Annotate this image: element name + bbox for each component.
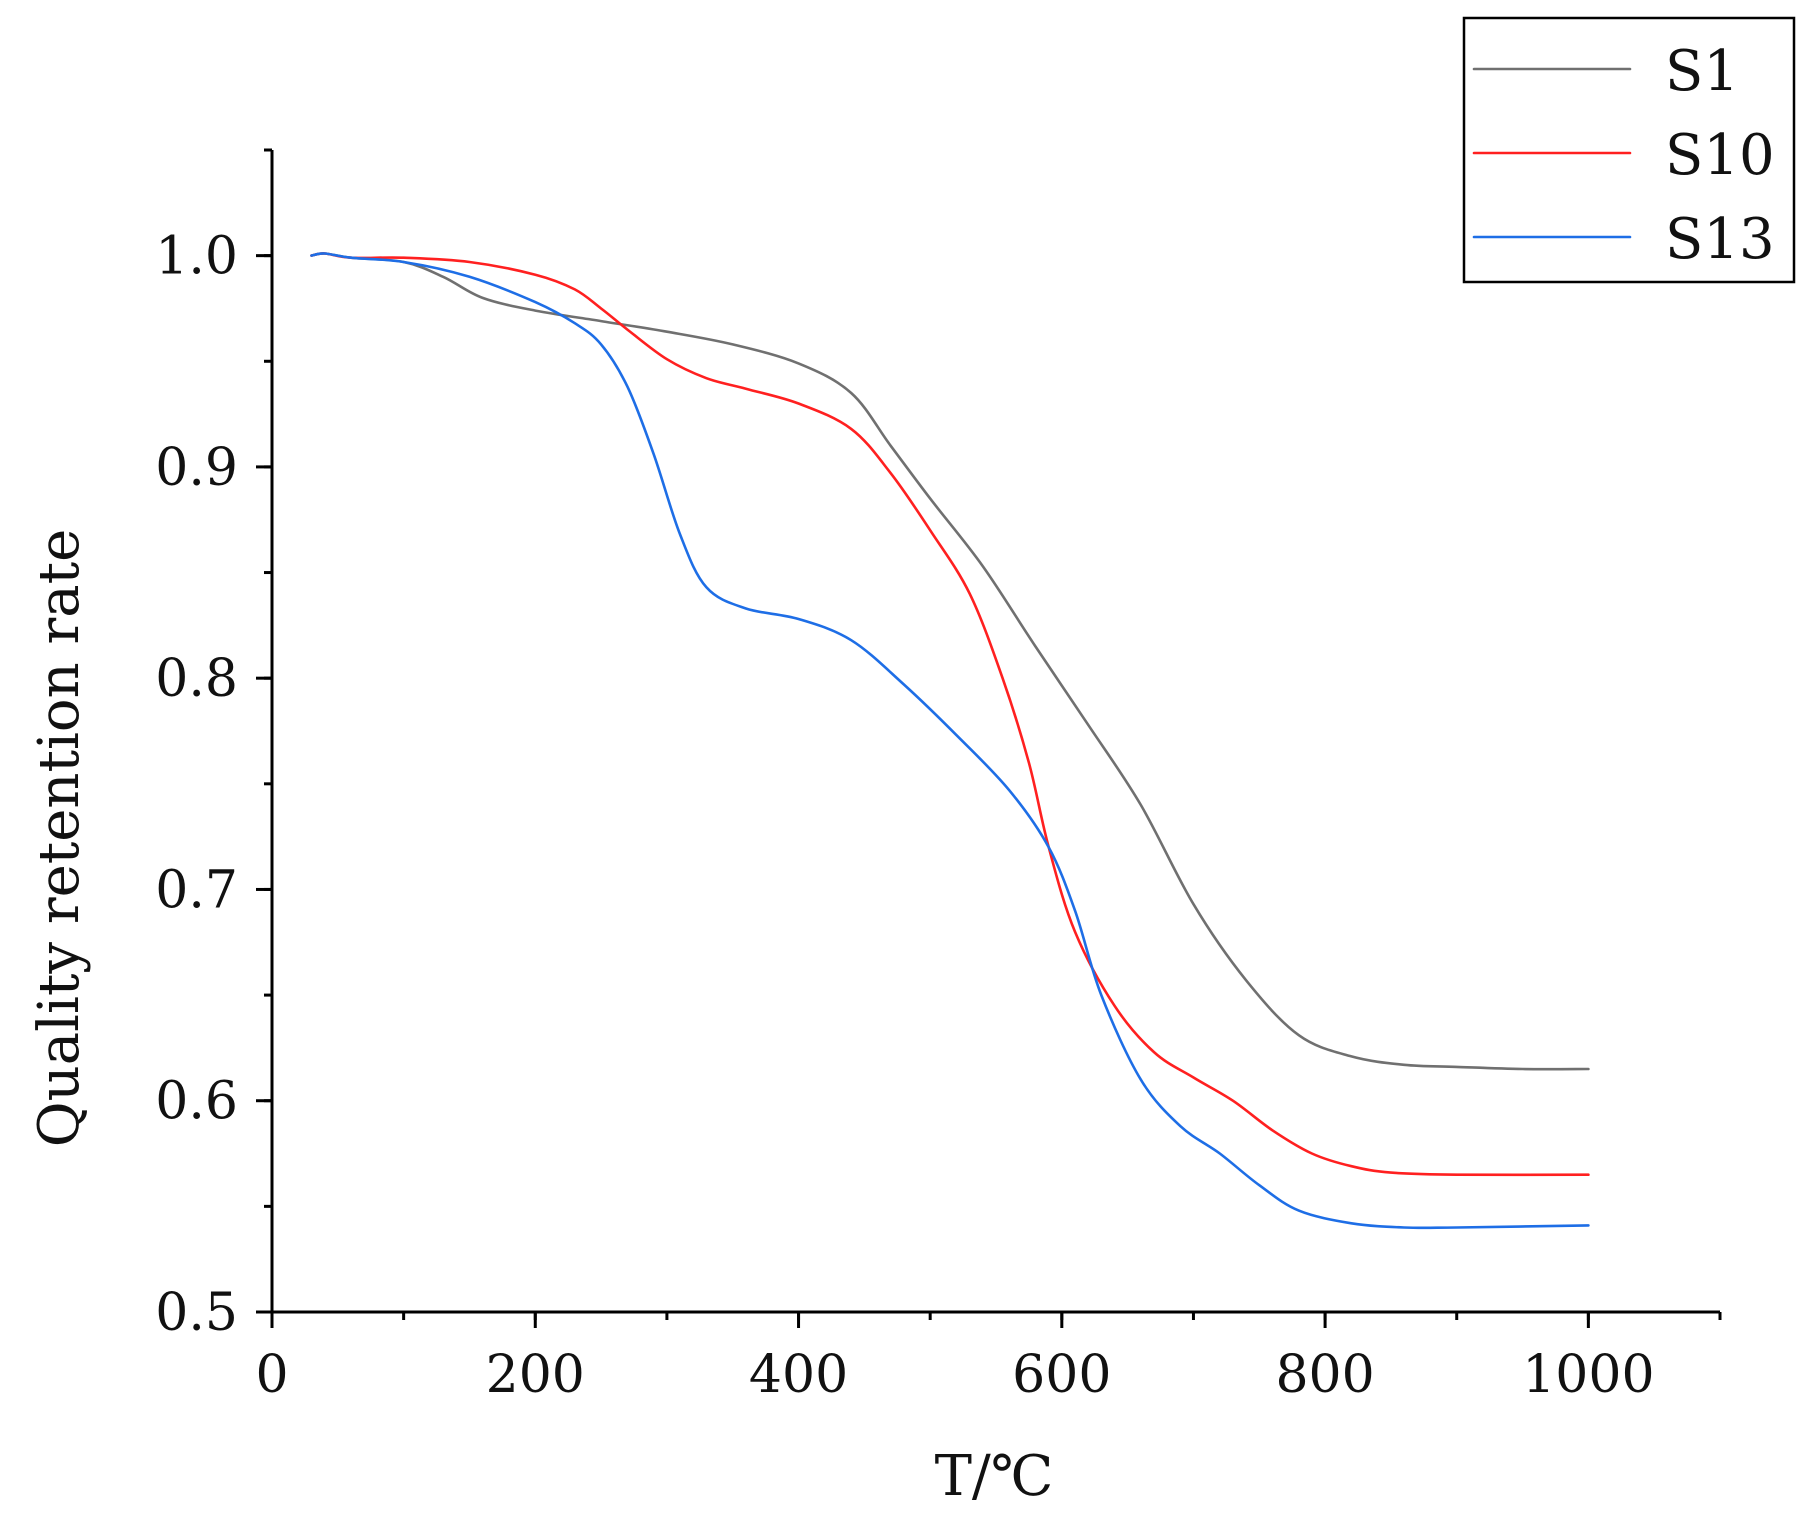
legend-label-s13: S13 [1665,207,1775,272]
y-tick-label: 0.9 [155,438,238,498]
legend: S1 S10 S13 [1462,16,1796,284]
x-axis-label: T/℃ [935,1444,1054,1509]
series-line-s13 [310,252,1590,1230]
legend-label-s1: S1 [1665,39,1739,104]
series-line-s1 [310,252,1590,1071]
x-tick-label: 0 [255,1345,288,1405]
series-line-s10 [310,252,1590,1177]
y-tick-label: 0.6 [155,1072,238,1132]
y-tick-label: 0.5 [155,1283,238,1343]
x-tick-label: 1000 [1522,1345,1654,1405]
plot-lines [310,252,1590,1230]
x-tick-label: 600 [1012,1345,1111,1405]
y-tick-label: 0.7 [155,860,238,920]
y-axis-label: Quality retention rate [27,529,92,1148]
legend-label-s10: S10 [1665,123,1775,188]
y-tick-label: 1.0 [155,227,238,287]
x-tick-label: 200 [486,1345,585,1405]
x-tick-label: 800 [1275,1345,1374,1405]
axes: 0 200 400 600 800 1000 0.5 0.6 0.7 0.8 0.9 1.0 [155,148,1722,1405]
x-tick-label: 400 [749,1345,848,1405]
y-tick-label: 0.8 [155,649,238,709]
